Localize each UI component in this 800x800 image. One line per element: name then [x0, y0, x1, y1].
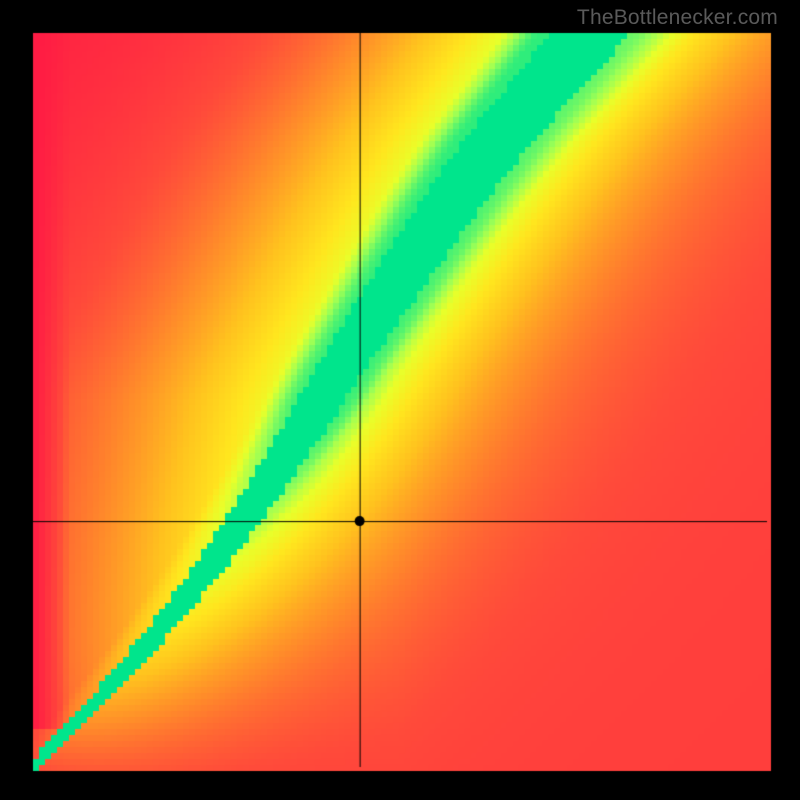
heatmap-canvas [0, 0, 800, 800]
watermark-text: TheBottlenecker.com [577, 6, 778, 30]
chart-container: TheBottlenecker.com [0, 0, 800, 800]
